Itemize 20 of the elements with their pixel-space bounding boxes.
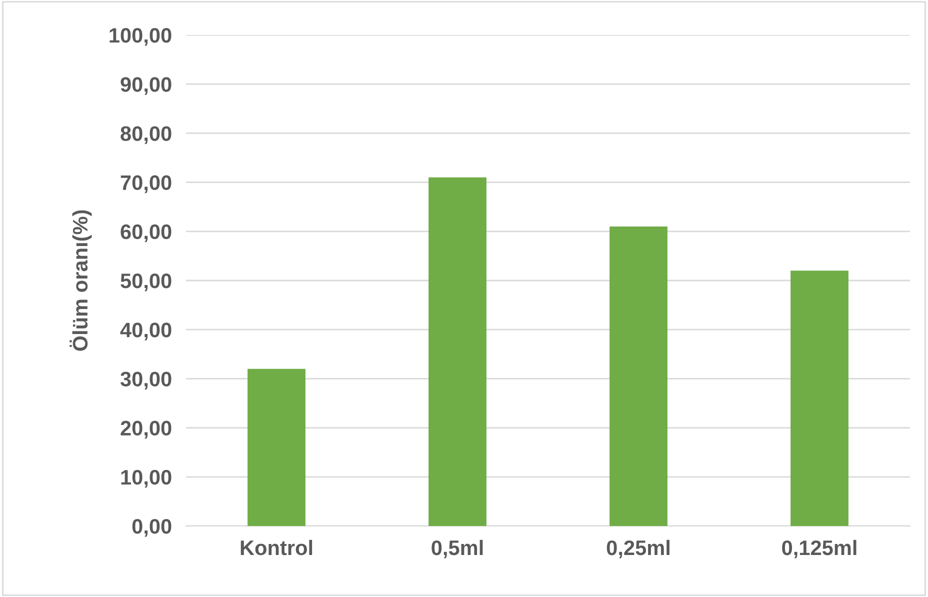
- y-tick-label: 20,00: [120, 420, 172, 439]
- x-tick-label: Kontrol: [240, 540, 312, 556]
- bar: [428, 177, 486, 526]
- x-tick-label: 0,125ml: [782, 540, 856, 558]
- y-tick-label: 40,00: [120, 322, 172, 340]
- y-tick-label: 30,00: [120, 372, 172, 390]
- y-tick-label: 0,00: [132, 519, 172, 537]
- y-tick-label: 80,00: [120, 126, 172, 144]
- bar: [610, 226, 668, 526]
- x-tick-label: 0,5ml: [432, 540, 483, 558]
- y-tick-label: 50,00: [120, 274, 172, 292]
- y-axis-title: Ölüm oranı(%): [70, 210, 92, 351]
- y-tick-label: 60,00: [120, 224, 172, 242]
- bar: [248, 368, 306, 526]
- y-tick-label: 10,00: [121, 470, 172, 488]
- y-tick-label: 90,00: [120, 77, 172, 95]
- y-tick-label: 100,00: [110, 28, 172, 46]
- bar: [790, 270, 848, 526]
- x-tick-label: 0,25ml: [606, 540, 670, 558]
- y-tick-label: 70,00: [120, 175, 172, 194]
